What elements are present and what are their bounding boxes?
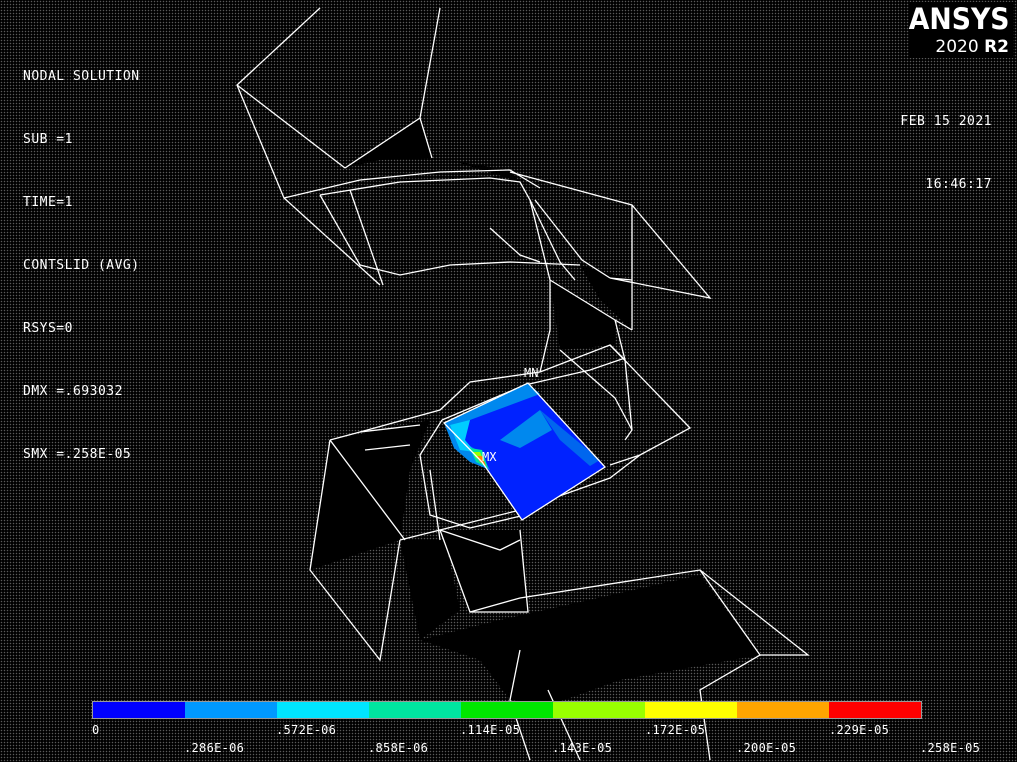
info-coord-system: RSYS=0	[23, 321, 73, 336]
contour-legend-bar	[92, 701, 922, 719]
legend-color-band	[553, 702, 645, 718]
logo-release: R2	[984, 37, 1009, 57]
legend-color-band	[737, 702, 829, 718]
ansys-logo: ANSYS 2020 R2	[908, 2, 1013, 58]
legend-color-band	[461, 702, 553, 718]
solution-info-panel: NODAL SOLUTION SUB =1 TIME=1 CONTSLID (A…	[23, 24, 140, 486]
legend-color-band	[369, 702, 461, 718]
legend-color-band	[93, 702, 185, 718]
min-marker: MN	[524, 366, 538, 380]
legend-color-band	[185, 702, 277, 718]
timestamp: FEB 15 2021 16:46:17	[900, 69, 992, 216]
timestamp-time: 16:46:17	[925, 177, 992, 192]
legend-color-band	[645, 702, 737, 718]
logo-name: ANSYS	[908, 2, 1009, 36]
contact-contour-patch	[442, 382, 607, 521]
info-dmx: DMX =.693032	[23, 384, 123, 399]
info-time: TIME=1	[23, 195, 73, 210]
logo-version: 2020 R2	[935, 37, 1009, 57]
info-substep: SUB =1	[23, 132, 73, 147]
max-marker: MX	[482, 450, 497, 464]
info-smx: SMX =.258E-05	[23, 447, 132, 462]
legend-color-band	[829, 702, 921, 718]
logo-year: 2020	[935, 37, 979, 57]
info-result-item: CONTSLID (AVG)	[23, 258, 140, 273]
timestamp-date: FEB 15 2021	[900, 114, 992, 129]
model-wireframe	[236, 7, 810, 761]
legend-color-band	[277, 702, 369, 718]
info-title: NODAL SOLUTION	[23, 69, 140, 84]
